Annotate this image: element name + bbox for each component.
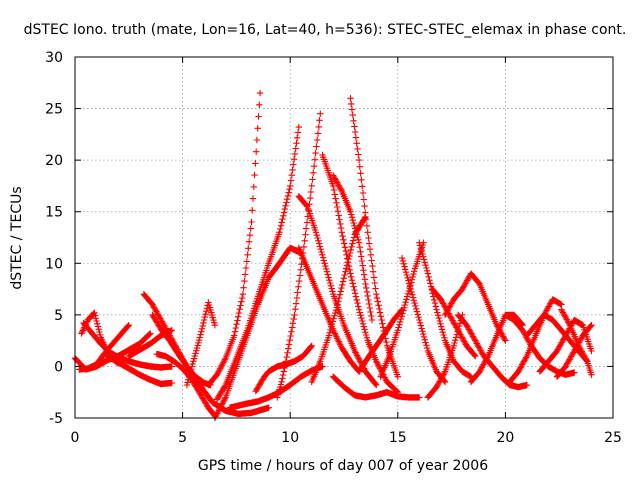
series-markers [330,172,376,324]
series-10 [183,299,219,389]
series-22 [308,213,369,386]
chart-title: dSTEC Iono. truth (mate, Lon=16, Lat=40,… [24,22,627,38]
x-tick-label: 15 [389,430,407,446]
series-5 [104,352,175,388]
y-tick-label: 25 [45,102,63,118]
series-markers [416,239,475,380]
series-26 [398,254,449,386]
series-markers [330,373,423,401]
series-markers [252,342,315,395]
x-tick-label: 10 [281,430,299,446]
y-tick-label: -5 [49,411,63,427]
y-tick-label: 20 [45,153,63,169]
series-11 [205,89,264,389]
series-13 [213,123,302,403]
series-23 [330,373,423,401]
series-31 [454,311,531,391]
series-15 [252,342,315,395]
series-markers [80,319,175,371]
series-markers [355,306,406,375]
series-27 [416,239,475,380]
series-markers [308,213,369,386]
series-markers [274,110,324,401]
series-markers [205,89,264,389]
series-16 [274,110,324,401]
series-markers [398,254,449,386]
series-markers [424,311,466,401]
series-markers [183,299,219,389]
series-markers [104,352,175,388]
series-20 [330,172,376,324]
series-38 [553,322,595,380]
y-axis-label: dSTEC / TECUs [9,186,25,289]
series-markers [213,123,302,403]
y-tick-label: 15 [45,205,63,221]
y-tick-label: 0 [54,359,63,375]
data-points [71,89,595,422]
x-tick-label: 0 [71,430,80,446]
series-markers [295,193,380,389]
axis-ticks: 0 5 10 15 20 25 -5 0 5 10 15 20 25 30 [45,50,622,446]
x-axis-label: GPS time / hours of day 007 of year 2006 [198,458,488,474]
x-tick-label: 5 [178,430,187,446]
series-markers [295,244,363,375]
series-28 [424,311,466,401]
series-17 [295,244,363,375]
series-markers [226,363,326,411]
series-14 [226,363,326,411]
series-4 [80,319,175,371]
y-tick-label: 5 [54,308,63,324]
y-tick-label: 10 [45,256,63,272]
x-tick-label: 20 [496,430,514,446]
series-18 [295,193,380,389]
y-tick-label: 30 [45,50,63,66]
plot-frame [74,56,614,419]
series-markers [553,322,595,380]
series-24 [355,306,406,375]
series-markers [454,311,531,391]
x-tick-label: 25 [604,430,622,446]
